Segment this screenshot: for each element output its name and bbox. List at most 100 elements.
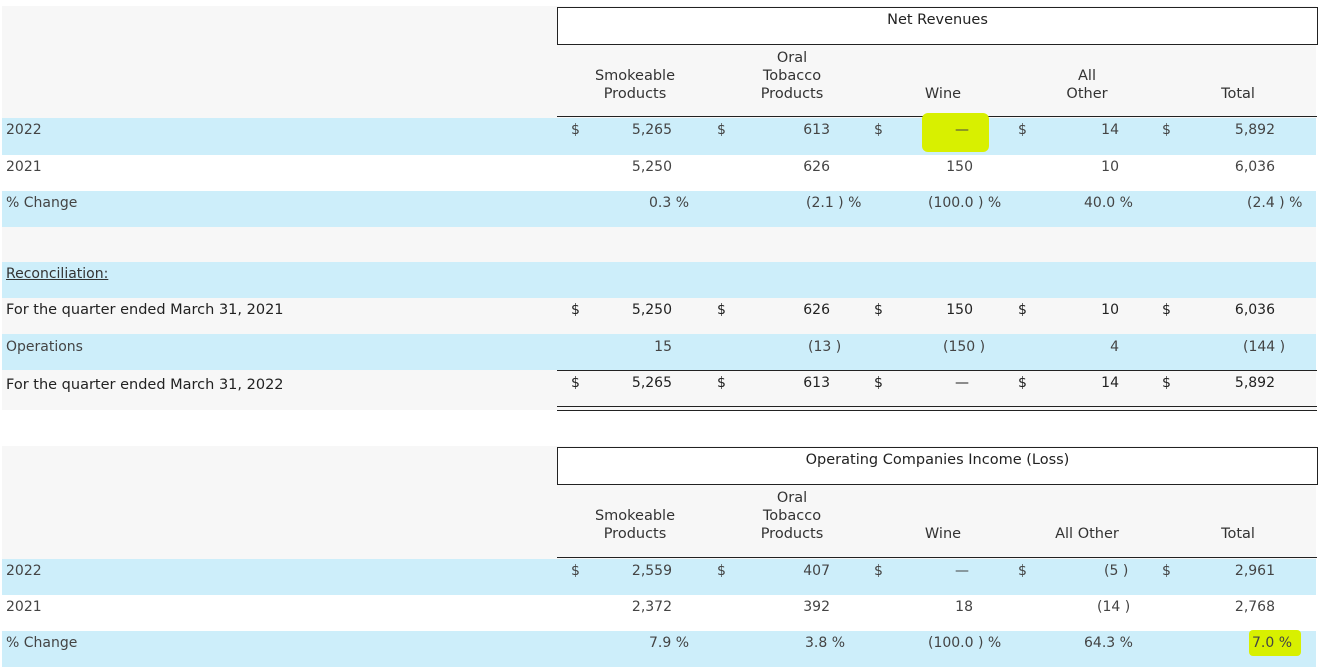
value-all-other: 14: [1101, 122, 1119, 138]
value-wine: —: [955, 563, 969, 579]
table-row-q2022: [2, 370, 1316, 410]
row-label: 2021: [6, 159, 42, 175]
currency-sign: $: [1162, 375, 1171, 391]
highlight-mark: [1249, 630, 1301, 656]
row-label: % Change: [6, 195, 78, 211]
value-total: 2,768: [1234, 599, 1275, 615]
value-all-other: (5 ): [1104, 563, 1129, 579]
value-total: (144 ): [1243, 339, 1286, 355]
currency-sign: $: [1162, 563, 1171, 579]
currency-sign: $: [717, 122, 726, 138]
currency-sign: $: [571, 122, 580, 138]
value-smokeable: 2,372: [631, 599, 672, 615]
currency-sign: $: [874, 122, 883, 138]
value-all-other: 10: [1101, 302, 1119, 318]
value-oral: (2.1 ) %: [806, 195, 862, 211]
col-header-total: Total: [1221, 86, 1255, 102]
value-smokeable: 2,559: [631, 563, 672, 579]
value-wine: 150: [946, 159, 973, 175]
currency-sign: $: [1162, 122, 1171, 138]
currency-sign: $: [874, 302, 883, 318]
row-label: 2022: [6, 563, 42, 579]
table-row-change: [2, 191, 1316, 227]
value-all-other: 64.3 %: [1084, 635, 1133, 651]
value-smokeable: 5,265: [631, 375, 672, 391]
currency-sign: $: [1018, 122, 1027, 138]
value-wine: —: [955, 375, 969, 391]
value-oral: 392: [803, 599, 830, 615]
value-oral: (13 ): [808, 339, 842, 355]
currency-sign: $: [1162, 302, 1171, 318]
row-label: Operations: [6, 339, 83, 355]
value-oral: 613: [803, 375, 830, 391]
currency-sign: $: [717, 375, 726, 391]
row-label: % Change: [6, 635, 78, 651]
value-total: 6,036: [1234, 159, 1275, 175]
currency-sign: $: [571, 563, 580, 579]
operating-income-header: Operating Companies Income (Loss): [557, 447, 1318, 485]
currency-sign: $: [1018, 375, 1027, 391]
col-header-all-other: All Other: [1066, 68, 1108, 102]
value-smokeable: 5,250: [631, 159, 672, 175]
value-smokeable: 7.9 %: [649, 635, 690, 651]
currency-sign: $: [717, 302, 726, 318]
table-row-2021: [2, 155, 1316, 191]
row-label: For the quarter ended March 31, 2022: [6, 377, 284, 393]
value-all-other: 14: [1101, 375, 1119, 391]
table-row-change: [2, 631, 1316, 667]
col-header-total: Total: [1221, 526, 1255, 542]
value-total: 7.0 %: [1252, 635, 1293, 651]
reconciliation-row: [2, 262, 1316, 298]
value-wine: (150 ): [943, 339, 986, 355]
value-wine: (100.0 ) %: [928, 635, 1002, 651]
value-oral: 626: [803, 159, 830, 175]
currency-sign: $: [874, 563, 883, 579]
currency-sign: $: [571, 302, 580, 318]
value-wine: (100.0 ) %: [928, 195, 1002, 211]
value-smokeable: 5,250: [631, 302, 672, 318]
row-label: 2021: [6, 599, 42, 615]
value-oral: 407: [803, 563, 830, 579]
table-row-2022: [2, 559, 1316, 595]
col-header-smokeable: Smokeable Products: [594, 508, 676, 542]
currency-sign: $: [874, 375, 883, 391]
value-oral: 626: [803, 302, 830, 318]
table-row-operations: [2, 334, 1316, 370]
value-smokeable: 5,265: [631, 122, 672, 138]
currency-sign: $: [717, 563, 726, 579]
value-total: 2,961: [1234, 563, 1275, 579]
table-row-2022: [2, 118, 1316, 155]
value-smokeable: 0.3 %: [649, 195, 690, 211]
row-label: For the quarter ended March 31, 2021: [6, 302, 284, 318]
value-all-other: 10: [1101, 159, 1119, 175]
value-wine: 150: [946, 302, 973, 318]
value-total: (2.4 ) %: [1247, 195, 1303, 211]
value-all-other: (14 ): [1097, 599, 1131, 615]
currency-sign: $: [1018, 563, 1027, 579]
table-row-2021: [2, 595, 1316, 631]
header-rule: [557, 557, 1317, 558]
col-header-oral-tobacco: Oral Tobacco Products: [760, 50, 824, 102]
row-label: 2022: [6, 122, 42, 138]
value-smokeable: 15: [654, 339, 672, 355]
value-all-other: 4: [1110, 339, 1119, 355]
currency-sign: $: [1018, 302, 1027, 318]
reconciliation-label: Reconciliation:: [6, 266, 109, 282]
value-all-other: 40.0 %: [1084, 195, 1133, 211]
value-wine: 18: [955, 599, 973, 615]
currency-sign: $: [571, 375, 580, 391]
col-header-all-other: All Other: [1055, 526, 1119, 542]
value-oral: 3.8 %: [805, 635, 846, 651]
col-header-oral-tobacco: Oral Tobacco Products: [760, 490, 824, 542]
value-total: 5,892: [1234, 375, 1275, 391]
col-header-wine: Wine: [924, 526, 962, 542]
value-wine: —: [955, 122, 969, 138]
value-total: 5,892: [1234, 122, 1275, 138]
highlight-mark: [922, 113, 989, 152]
col-header-wine: Wine: [924, 86, 962, 102]
value-total: 6,036: [1234, 302, 1275, 318]
subtotal-rule: [557, 370, 1317, 371]
col-header-smokeable: Smokeable Products: [594, 68, 676, 102]
value-oral: 613: [803, 122, 830, 138]
net-revenues-header: Net Revenues: [557, 7, 1318, 45]
